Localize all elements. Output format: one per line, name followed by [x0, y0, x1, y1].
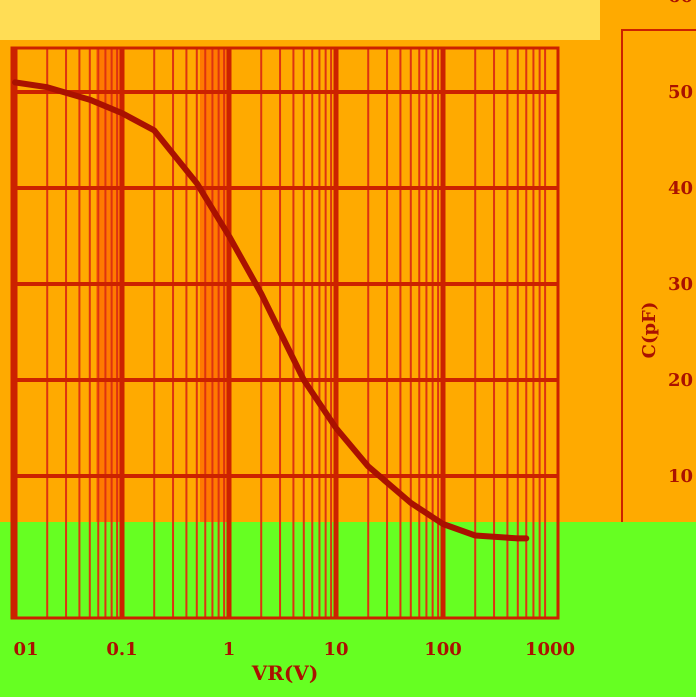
x-tick-label: 100: [424, 639, 462, 660]
x-tick-label: 10: [323, 639, 348, 660]
top-strip: [0, 0, 600, 40]
y-tick-label: 60: [668, 0, 693, 7]
capacitance-curve: [12, 79, 530, 542]
y-tick-label: 20: [668, 370, 693, 391]
y-tick-labels: 10 20 30 40 50 60: [668, 0, 693, 487]
green-zone: [0, 522, 696, 697]
x-tick-labels: 01 0.1 1 10 100 1000: [13, 639, 575, 660]
plot-frame: [10, 46, 560, 620]
x-axis-label: VR(V): [251, 661, 319, 685]
x-tick-label: 1000: [525, 639, 575, 660]
y-tick-label: 50: [668, 82, 693, 103]
x-tick-label: 01: [13, 639, 38, 660]
y-tick-label: 10: [668, 466, 693, 487]
x-tick-label: 1: [223, 639, 236, 660]
y-tick-label: 40: [668, 178, 693, 199]
y-axis-label: C(pF): [639, 302, 660, 359]
x-tick-label: 0.1: [106, 639, 137, 660]
grid-lines: [12, 48, 558, 618]
y-tick-label: 30: [668, 274, 693, 295]
